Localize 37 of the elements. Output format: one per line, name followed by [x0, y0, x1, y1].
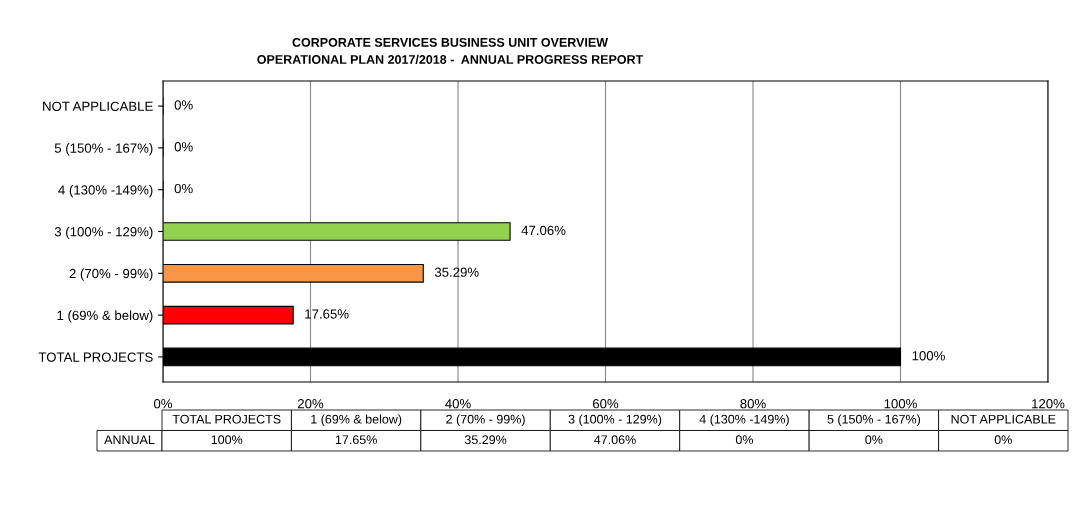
data-label: 0% [174, 142, 193, 152]
data-label: 17.65% [305, 309, 349, 319]
category-label: 2 (70% - 99%) [446, 414, 525, 427]
data-label: 47.06% [521, 225, 566, 236]
text: 0% [735, 435, 754, 445]
y-tick-label: TOTAL PROJECTS [38, 352, 153, 362]
text: 35.29% [464, 435, 507, 445]
x-tick-label: 120% [1032, 399, 1065, 409]
x-tick-label: 20% [297, 399, 324, 409]
text: 0% [994, 435, 1012, 445]
category-label: 1 (69% & below) [311, 414, 402, 427]
data-label: 35.29% [434, 267, 479, 277]
y-tick-label: 4 (130% -149%) [58, 184, 153, 198]
category-label: 4 (130% -149%) [699, 414, 789, 427]
data-label: 0% [174, 100, 193, 110]
x-tick-label: 40% [445, 399, 471, 409]
category-label: 3 (100% - 129%) [568, 414, 662, 427]
category-label: NOT APPLICABLE [951, 414, 1056, 424]
text: 47.06% [594, 435, 636, 445]
text: 100% [211, 435, 243, 445]
data-label: 0% [174, 183, 193, 194]
x-tick-label: 0% [153, 399, 173, 409]
category-label: TOTAL PROJECTS [172, 414, 281, 424]
data-label: 100% [912, 351, 945, 361]
y-tick-label: 2 (70% - 99%) [69, 268, 153, 281]
x-tick-label: 100% [884, 399, 917, 409]
x-tick-label: 80% [740, 399, 766, 409]
chart-title: CORPORATE SERVICES BUSINESS UNIT OVERVIEW OPERATIONAL PLAN 2017/2018 - ANNUAL PROGRESS REPORT [257, 37, 644, 65]
x-tick-label: 60% [592, 399, 619, 409]
text: ANNUAL [104, 435, 155, 445]
y-tick-label: 3 (100% - 129%) [54, 226, 153, 240]
y-tick-label: NOT APPLICABLE [43, 101, 153, 111]
text: 17.65% [335, 435, 377, 445]
y-tick-label: 1 (69% & below) [57, 310, 153, 323]
category-label: 5 (150% - 167%) [827, 414, 920, 427]
text: 0% [865, 435, 883, 445]
y-tick-label: 5 (150% - 167%) [54, 143, 153, 156]
